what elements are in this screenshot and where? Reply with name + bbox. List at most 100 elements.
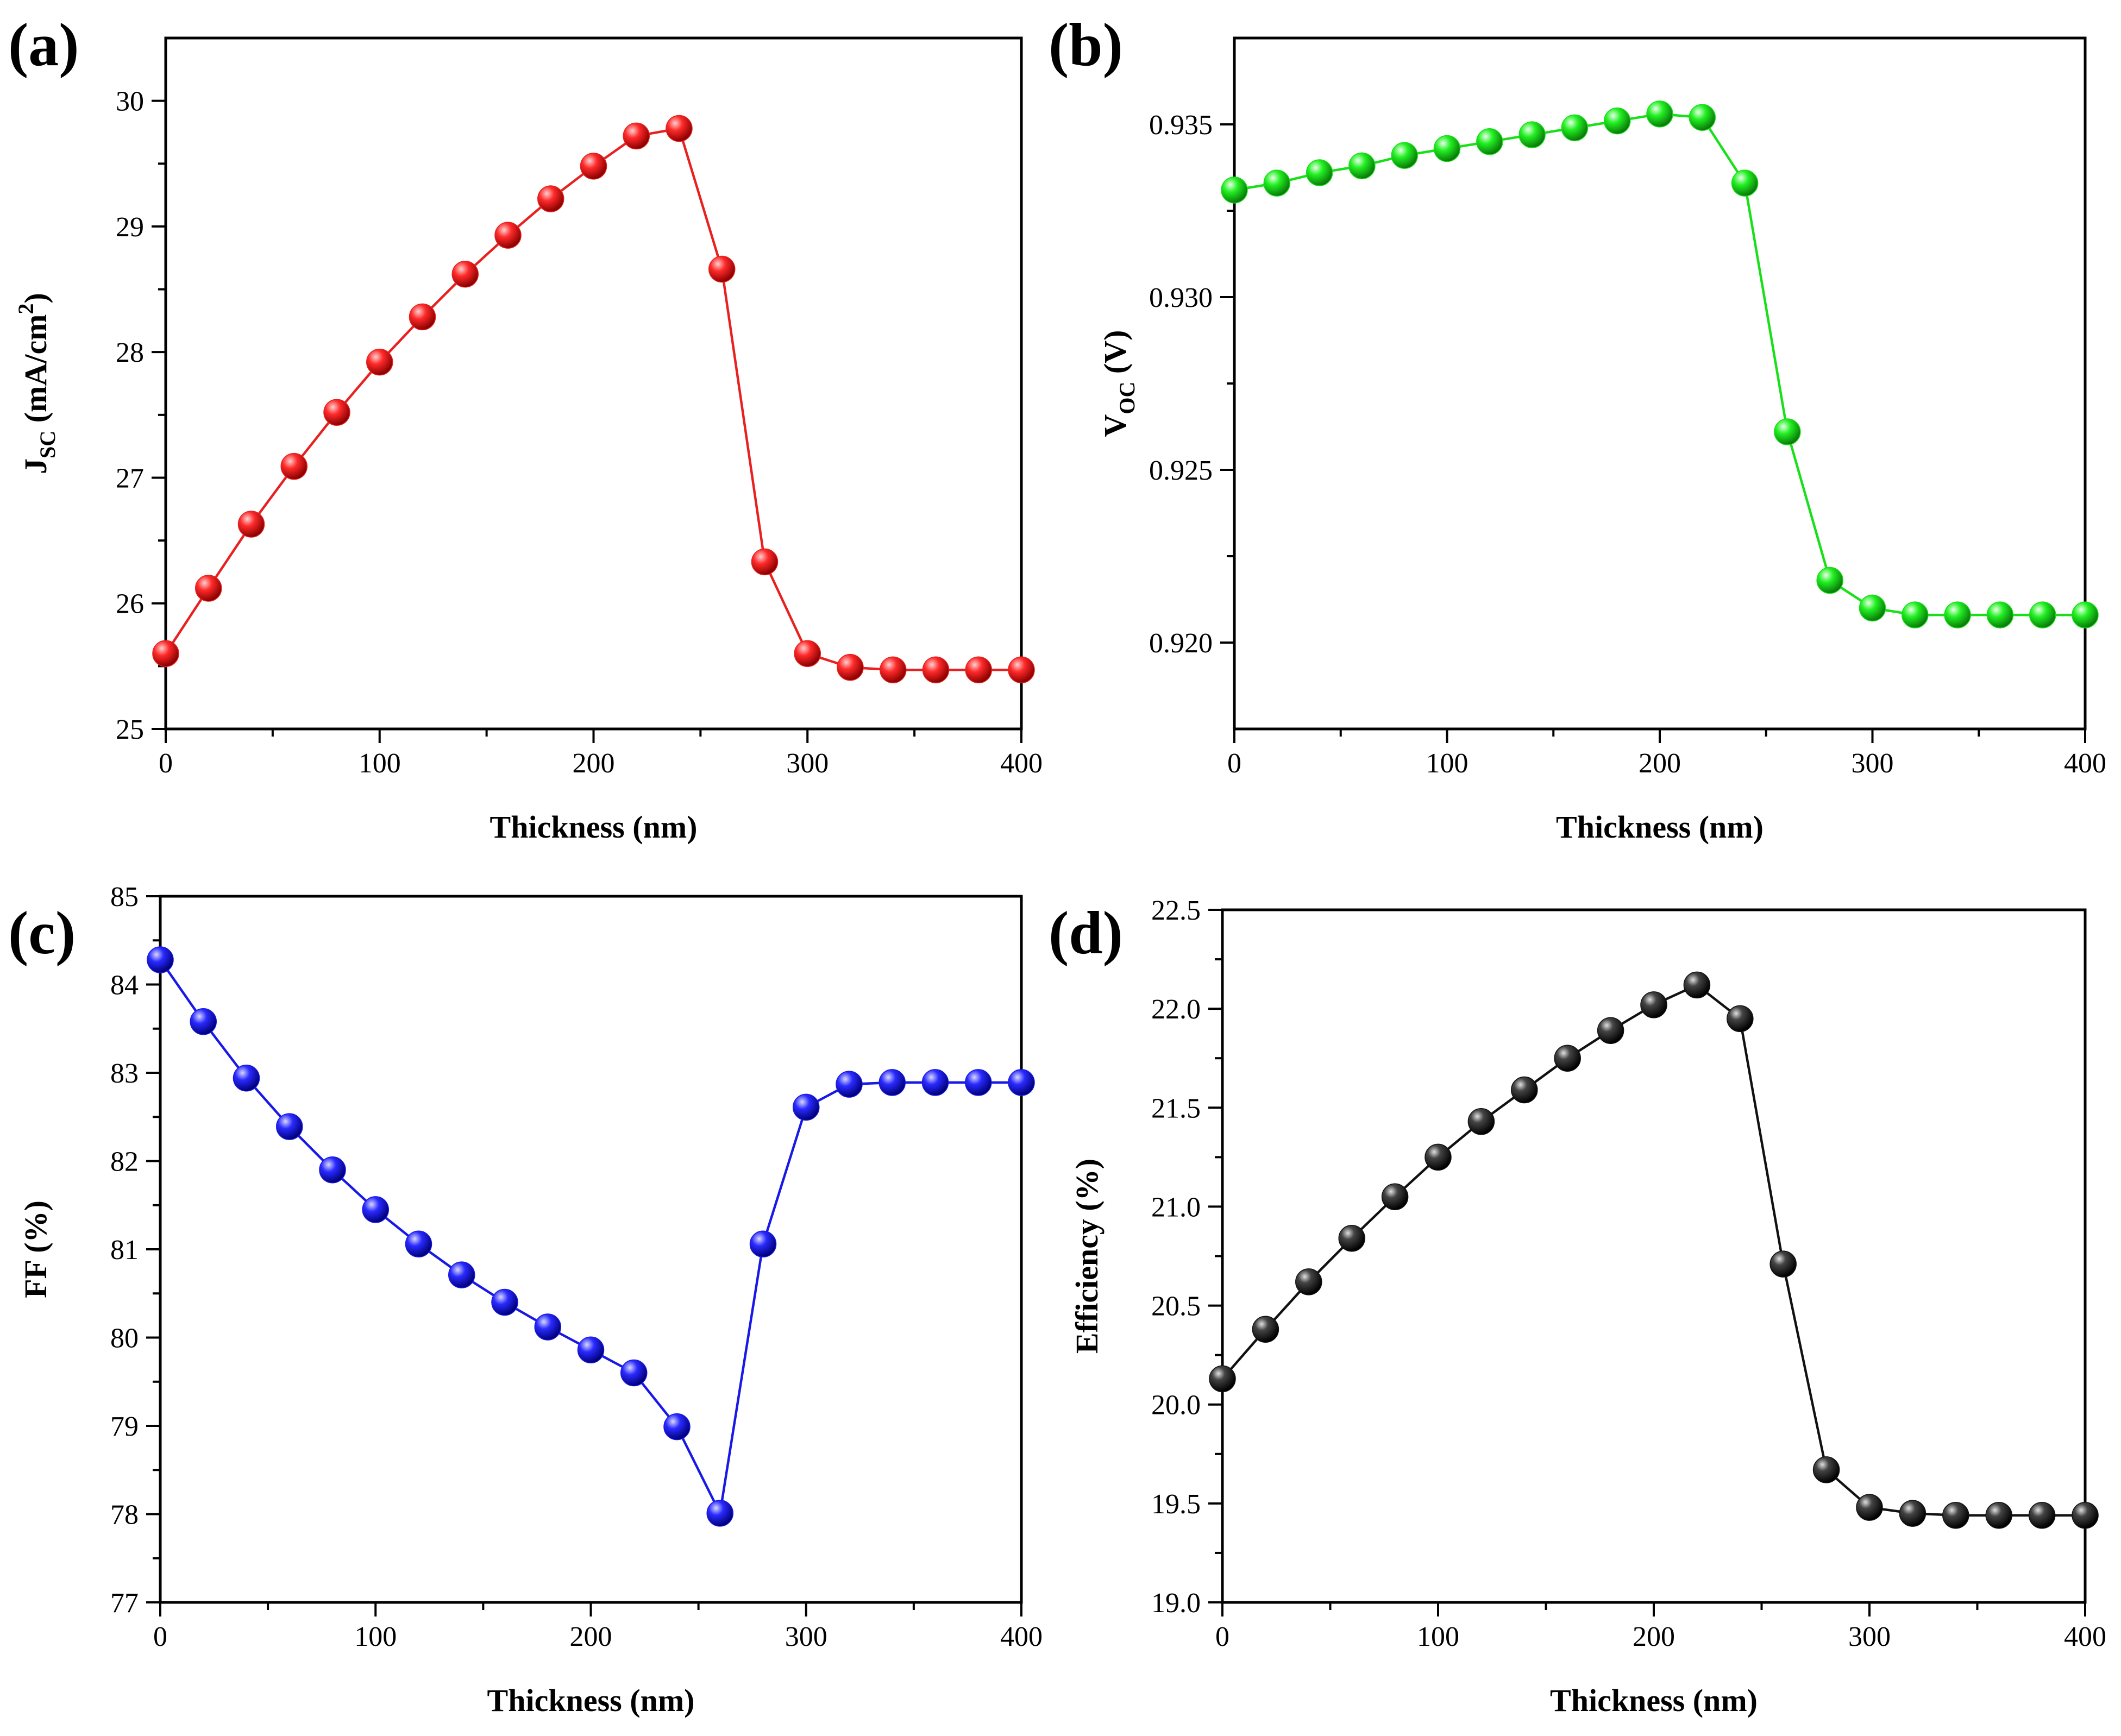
x-tick-label: 200 [1639, 748, 1681, 779]
y-tick-label: 19.5 [1151, 1489, 1201, 1520]
panel-label: (d) [1049, 900, 1123, 967]
data-point [1944, 601, 1971, 628]
data-point [1252, 1316, 1279, 1343]
data-point [2072, 1501, 2099, 1529]
x-tick-label: 300 [786, 748, 829, 779]
data-point [409, 303, 436, 331]
data-point [1812, 1456, 1840, 1483]
data-point [319, 1156, 346, 1184]
x-tick-label: 300 [1848, 1621, 1891, 1652]
data-point [152, 640, 179, 667]
data-point [1731, 169, 1759, 197]
data-point [1986, 601, 2014, 628]
plot-frame [159, 895, 1023, 1604]
data-point [1597, 1017, 1624, 1044]
chart-panel-1: 0 100 200 300 400 25 26 27 28 29 30 Thickness (nm) J… [8, 11, 1043, 845]
data-point [362, 1196, 389, 1223]
y-tick-label: 22.5 [1151, 895, 1201, 926]
data-point [965, 656, 992, 684]
x-tick-label: 0 [159, 748, 173, 779]
data-point [965, 1069, 992, 1096]
data-point [1433, 135, 1461, 162]
data-point [1899, 1500, 1927, 1527]
series-line [165, 127, 1021, 671]
data-point [1646, 100, 1673, 128]
data-point [666, 115, 693, 142]
data-point [491, 1288, 518, 1316]
y-tick-label: 30 [116, 86, 144, 117]
series-line [159, 959, 1021, 1518]
y-tick-label: 85 [110, 882, 139, 913]
data-point [1467, 1108, 1495, 1135]
x-tick-label: 100 [359, 748, 401, 779]
y-tick-label: 83 [110, 1058, 139, 1089]
data-point [580, 153, 607, 180]
data-point [276, 1113, 303, 1140]
y-tick-label: 80 [110, 1323, 139, 1354]
panel-label: (b) [1049, 11, 1123, 79]
data-point [237, 511, 265, 538]
y-tick-label: 20.0 [1151, 1390, 1201, 1421]
data-point [793, 1093, 820, 1121]
data-point [751, 548, 779, 576]
data-point [280, 452, 308, 480]
data-point [1476, 128, 1503, 155]
data-point [1008, 656, 1035, 684]
x-tick-label: 400 [2064, 1621, 2106, 1652]
data-point [837, 653, 864, 681]
y-axis-label: JSC (mA/cm2) [14, 293, 60, 474]
y-tick-label: 27 [116, 463, 144, 494]
data-point [534, 1313, 561, 1341]
x-tick-label: 400 [1000, 748, 1043, 779]
data-point [323, 399, 350, 426]
data-point [663, 1413, 691, 1441]
data-point [577, 1336, 605, 1363]
data-point [1856, 1494, 1883, 1521]
y-tick-label: 22.0 [1151, 994, 1201, 1025]
data-point [706, 1500, 733, 1527]
data-point [537, 185, 564, 212]
x-tick-label: 200 [573, 748, 615, 779]
y-tick-label: 20.5 [1151, 1291, 1201, 1322]
data-point [623, 122, 650, 150]
data-point [1816, 567, 1843, 594]
data-point [233, 1065, 260, 1092]
data-point [1511, 1076, 1538, 1104]
x-tick-label: 100 [354, 1621, 397, 1652]
x-tick-label: 0 [1227, 748, 1241, 779]
data-point [1902, 601, 1929, 628]
data-point [190, 1008, 217, 1035]
data-point [147, 946, 174, 973]
y-tick-label: 81 [110, 1235, 139, 1266]
data-point [1603, 107, 1631, 135]
x-axis-label: Thickness (nm) [1550, 1683, 1758, 1718]
data-point [1769, 1250, 1797, 1278]
data-point [195, 575, 222, 602]
data-point [2072, 601, 2099, 628]
data-point [1425, 1143, 1452, 1171]
data-point [878, 1069, 906, 1096]
y-tick-label: 21.5 [1151, 1093, 1201, 1124]
data-point [494, 222, 522, 249]
data-point [366, 348, 393, 376]
data-point [1942, 1501, 1969, 1529]
y-tick-label: 0.930 [1149, 282, 1213, 313]
y-tick-label: 84 [110, 970, 139, 1001]
y-tick-label: 19.0 [1151, 1588, 1201, 1619]
panel-label: (c) [8, 900, 76, 967]
data-point [1689, 104, 1716, 131]
data-point [1683, 971, 1711, 999]
data-point [1985, 1501, 2012, 1529]
data-point [1348, 152, 1376, 180]
y-axis-label: VOC (V) [1097, 330, 1139, 437]
y-tick-label: 21.0 [1151, 1192, 1201, 1223]
data-point [1008, 1069, 1035, 1096]
y-axis-label: Efficiency (%) [1069, 1159, 1105, 1354]
data-point [1518, 121, 1546, 148]
data-point [1295, 1268, 1322, 1295]
data-point [1640, 991, 1667, 1018]
y-tick-label: 29 [116, 212, 144, 243]
y-tick-label: 25 [116, 714, 144, 745]
data-point [1209, 1365, 1236, 1393]
data-point [1263, 169, 1291, 197]
